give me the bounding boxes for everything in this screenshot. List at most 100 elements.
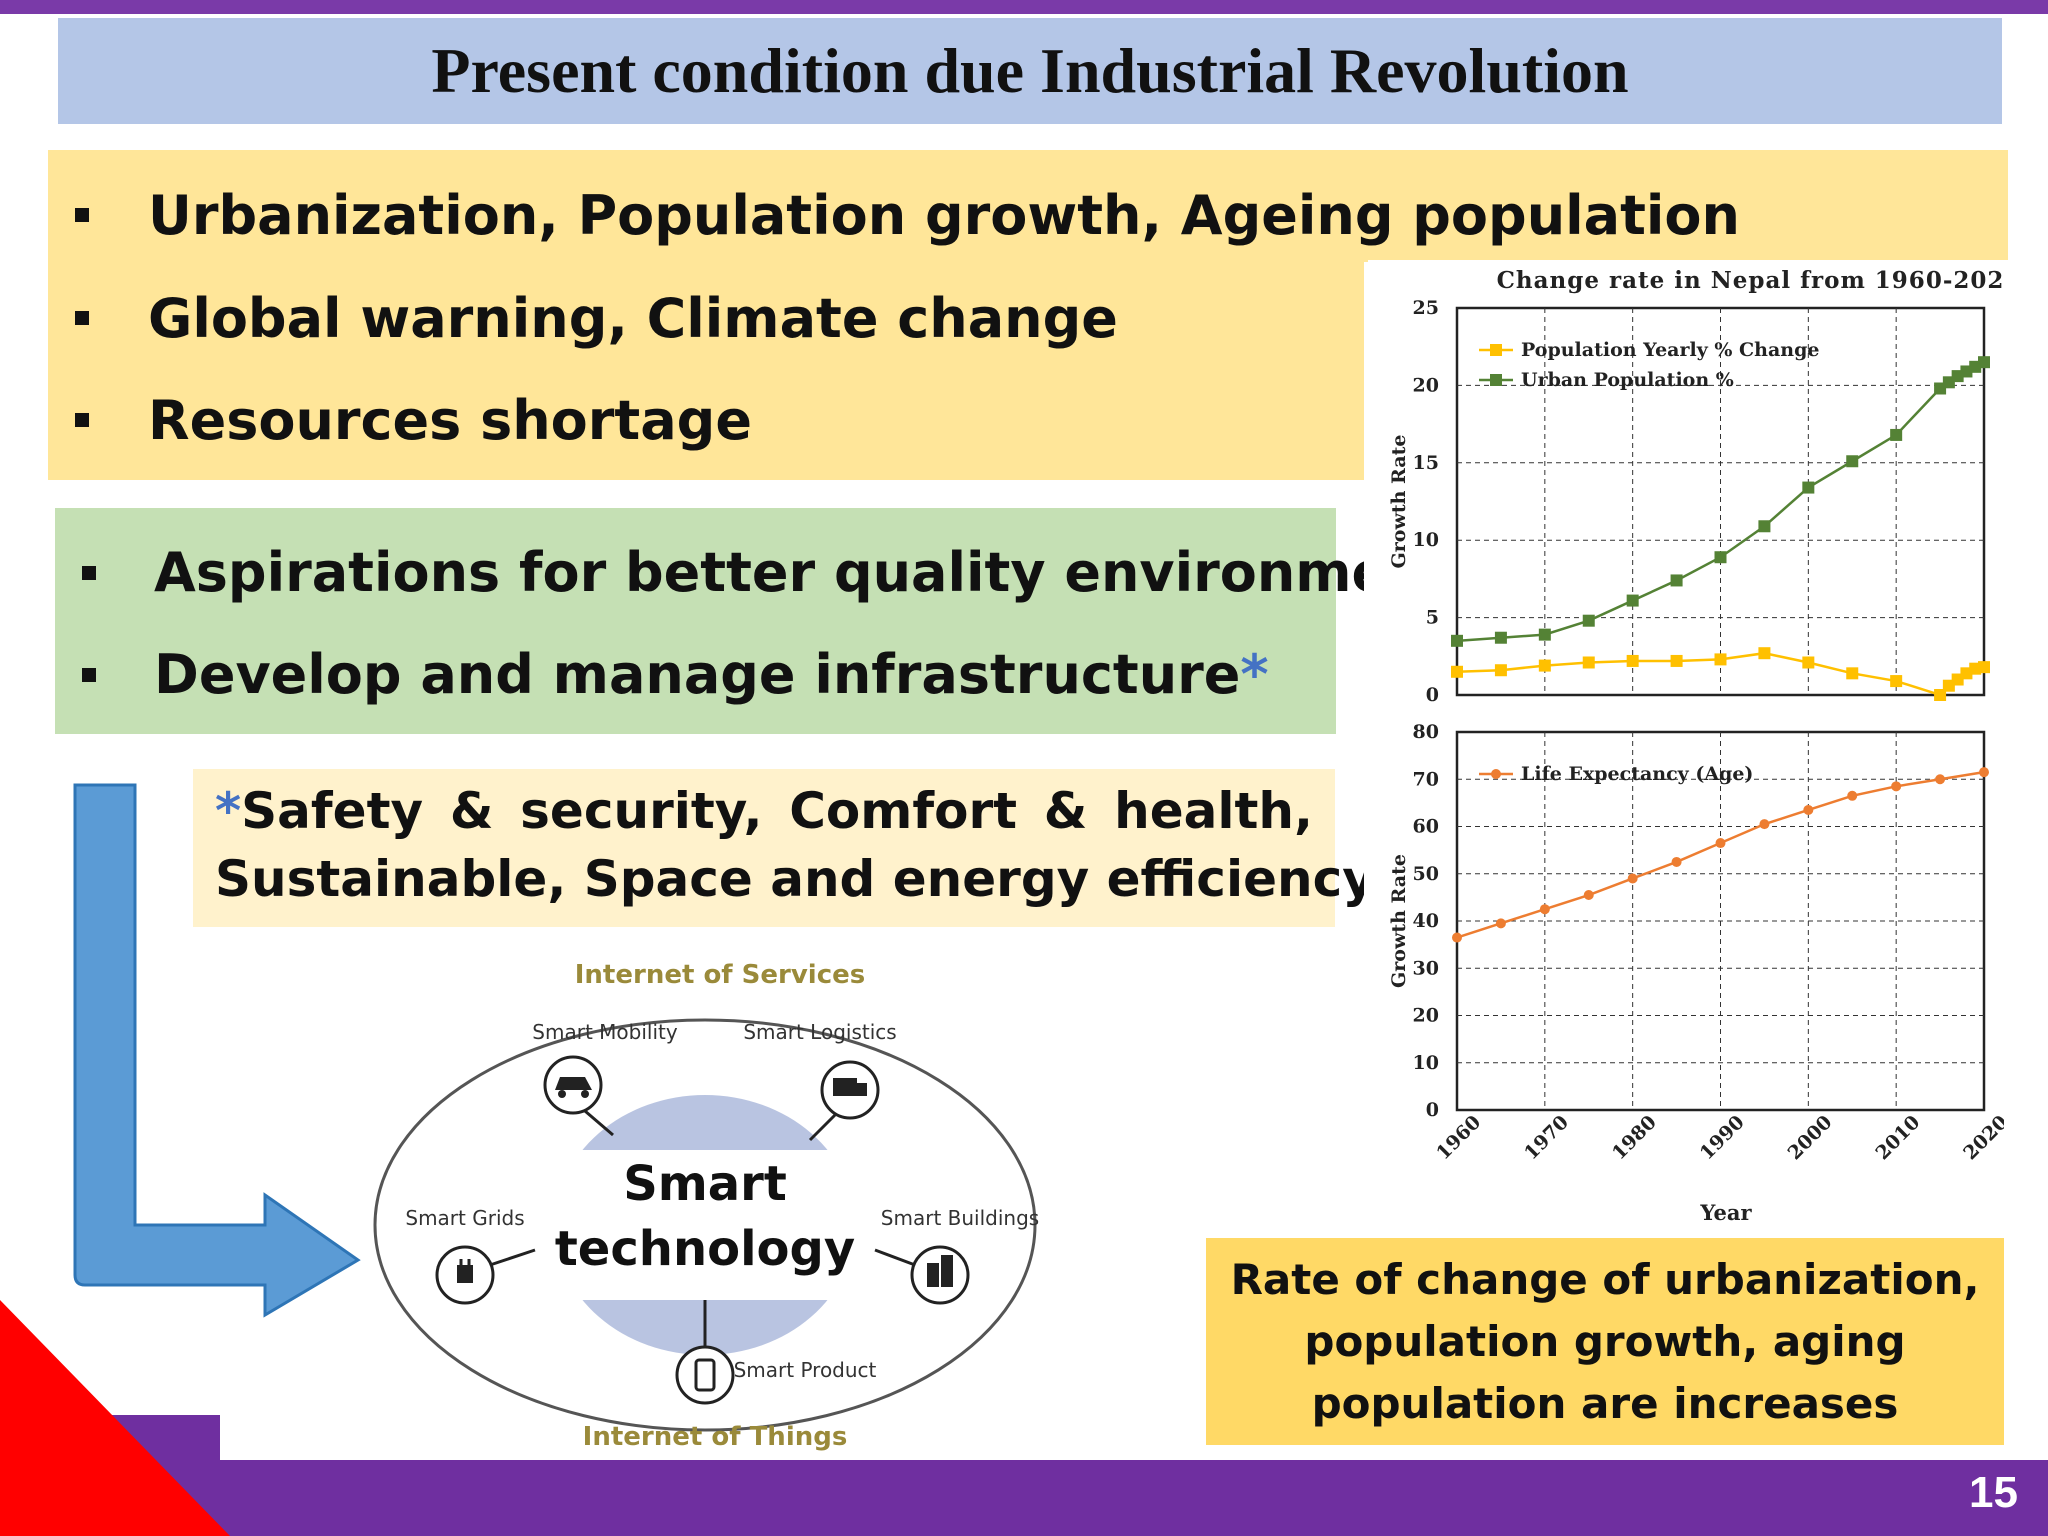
data-point bbox=[1494, 631, 1507, 644]
top-arc-label: Internet of Services bbox=[575, 960, 865, 990]
data-point bbox=[1714, 653, 1727, 666]
center-label-2: technology bbox=[555, 1221, 855, 1277]
bottom-arc-label: Internet of Things bbox=[583, 1422, 848, 1452]
data-point bbox=[1846, 455, 1859, 468]
bullet-square-icon bbox=[75, 208, 89, 222]
y-tick-label: 0 bbox=[1426, 684, 1439, 706]
y-tick-label: 50 bbox=[1413, 863, 1439, 885]
legend-label: Urban Population % bbox=[1521, 369, 1734, 391]
legend-label: Life Expectancy (Age) bbox=[1521, 763, 1753, 785]
data-point bbox=[1582, 614, 1595, 627]
data-point bbox=[1626, 594, 1639, 607]
data-point bbox=[1626, 654, 1639, 667]
note-line-2: Sustainable, Space and energy efficiency… bbox=[215, 850, 1514, 908]
y-tick-label: 0 bbox=[1426, 1099, 1439, 1121]
x-tick-label: 1980 bbox=[1608, 1111, 1661, 1164]
bullet-square-icon bbox=[75, 311, 89, 325]
x-axis-label: Year bbox=[1699, 1200, 1752, 1225]
note-word: & bbox=[449, 782, 494, 840]
data-point bbox=[1714, 551, 1727, 564]
y-axis-label: Growth Rate bbox=[1388, 854, 1410, 988]
slide-title: Present condition due Industrial Revolut… bbox=[431, 35, 1629, 106]
asterisk-marker: * bbox=[215, 782, 242, 840]
y-tick-label: 15 bbox=[1413, 452, 1439, 474]
data-point bbox=[1803, 804, 1814, 815]
data-point bbox=[1891, 781, 1902, 792]
building-icon bbox=[874, 1245, 970, 1305]
truck-icon bbox=[808, 1060, 880, 1142]
green-bullet-1: Aspirations for better quality environme… bbox=[154, 541, 1481, 604]
data-point bbox=[1583, 890, 1594, 901]
green-bullet-1-text: Aspirations for better quality environme… bbox=[154, 541, 1453, 604]
y-tick-label: 25 bbox=[1413, 297, 1439, 319]
y-tick-label: 60 bbox=[1413, 816, 1439, 838]
legend-marker bbox=[1491, 769, 1501, 779]
data-point bbox=[1890, 675, 1903, 688]
y-tick-label: 40 bbox=[1413, 910, 1439, 932]
data-point bbox=[1978, 356, 1990, 369]
x-tick-label: 2000 bbox=[1784, 1111, 1837, 1164]
data-point bbox=[1539, 904, 1550, 915]
note-word: security, bbox=[520, 782, 763, 840]
yellow-bullet-1: Urbanization, Population growth, Ageing … bbox=[148, 184, 1740, 247]
data-point bbox=[1538, 659, 1551, 672]
title-bar: Present condition due Industrial Revolut… bbox=[58, 18, 2002, 124]
data-point bbox=[1452, 932, 1462, 943]
phone-icon bbox=[675, 1300, 735, 1405]
center-label-1: Smart bbox=[623, 1156, 787, 1212]
data-point bbox=[1847, 790, 1858, 801]
red-corner-triangle bbox=[0, 1300, 230, 1536]
y-tick-label: 20 bbox=[1413, 1005, 1439, 1027]
note-word: Comfort bbox=[789, 782, 1018, 840]
data-point bbox=[1582, 656, 1595, 669]
y-tick-label: 20 bbox=[1413, 374, 1439, 396]
green-bullet-box bbox=[55, 508, 1336, 734]
y-tick-label: 80 bbox=[1413, 721, 1439, 743]
data-point bbox=[1494, 664, 1507, 677]
y-tick-label: 10 bbox=[1413, 1052, 1439, 1074]
blue-arrow-icon bbox=[73, 783, 361, 1318]
y-tick-label: 30 bbox=[1413, 957, 1439, 979]
chart-title: Change rate in Nepal from 1960-2020 bbox=[1497, 267, 2004, 294]
data-point bbox=[1758, 647, 1771, 660]
data-point bbox=[1451, 665, 1463, 678]
caption-box: Rate of change of urbanization, populati… bbox=[1206, 1238, 2004, 1445]
node-label-buildings: Smart Buildings bbox=[881, 1206, 1039, 1230]
legend-marker bbox=[1490, 374, 1502, 386]
x-tick-label: 1990 bbox=[1696, 1111, 1749, 1164]
data-point bbox=[1451, 634, 1463, 647]
slide-number: 15 bbox=[1969, 1468, 2018, 1517]
data-point bbox=[1846, 667, 1859, 680]
green-bullet-2-text: Develop and manage infrastructure bbox=[154, 643, 1241, 706]
x-tick-label: 1970 bbox=[1520, 1111, 1573, 1164]
data-point bbox=[1759, 819, 1770, 830]
x-tick-label: 1960 bbox=[1432, 1111, 1485, 1164]
data-point bbox=[1978, 661, 1990, 674]
data-point bbox=[1758, 520, 1771, 533]
top-band bbox=[0, 0, 2048, 14]
node-label-grids: Smart Grids bbox=[405, 1206, 524, 1230]
data-point bbox=[1979, 767, 1989, 778]
node-label-mobility: Smart Mobility bbox=[532, 1020, 678, 1044]
yellow-bullet-3: Resources shortage bbox=[148, 389, 752, 452]
plug-icon bbox=[435, 1245, 536, 1305]
y-tick-label: 70 bbox=[1413, 768, 1439, 790]
data-point bbox=[1935, 774, 1946, 785]
data-point bbox=[1671, 856, 1682, 867]
note-line-1: *Safety & security, Comfort & health, bbox=[215, 782, 1313, 840]
nepal-charts: Change rate in Nepal from 1960-2020 0 5 10 1… bbox=[1364, 262, 2004, 1232]
data-point bbox=[1715, 838, 1726, 849]
green-bullet-2: Develop and manage infrastructure* bbox=[154, 643, 1269, 706]
y-tick-label: 5 bbox=[1426, 607, 1439, 629]
car-icon bbox=[543, 1055, 614, 1137]
asterisk-marker: * bbox=[1240, 643, 1269, 706]
note-word: health, bbox=[1114, 782, 1313, 840]
x-tick-label: 2020 bbox=[1959, 1111, 2004, 1164]
y-axis-label: Growth Rate bbox=[1388, 435, 1410, 569]
yellow-bullet-box-extension bbox=[48, 255, 1368, 480]
note-word: *Safety bbox=[215, 782, 423, 840]
data-point bbox=[1670, 574, 1683, 587]
note-word-text: Safety bbox=[241, 782, 424, 840]
note-box bbox=[193, 769, 1335, 927]
chart-top: Change rate in Nepal from 1960-2020 0 5 10 1… bbox=[1388, 267, 2004, 706]
